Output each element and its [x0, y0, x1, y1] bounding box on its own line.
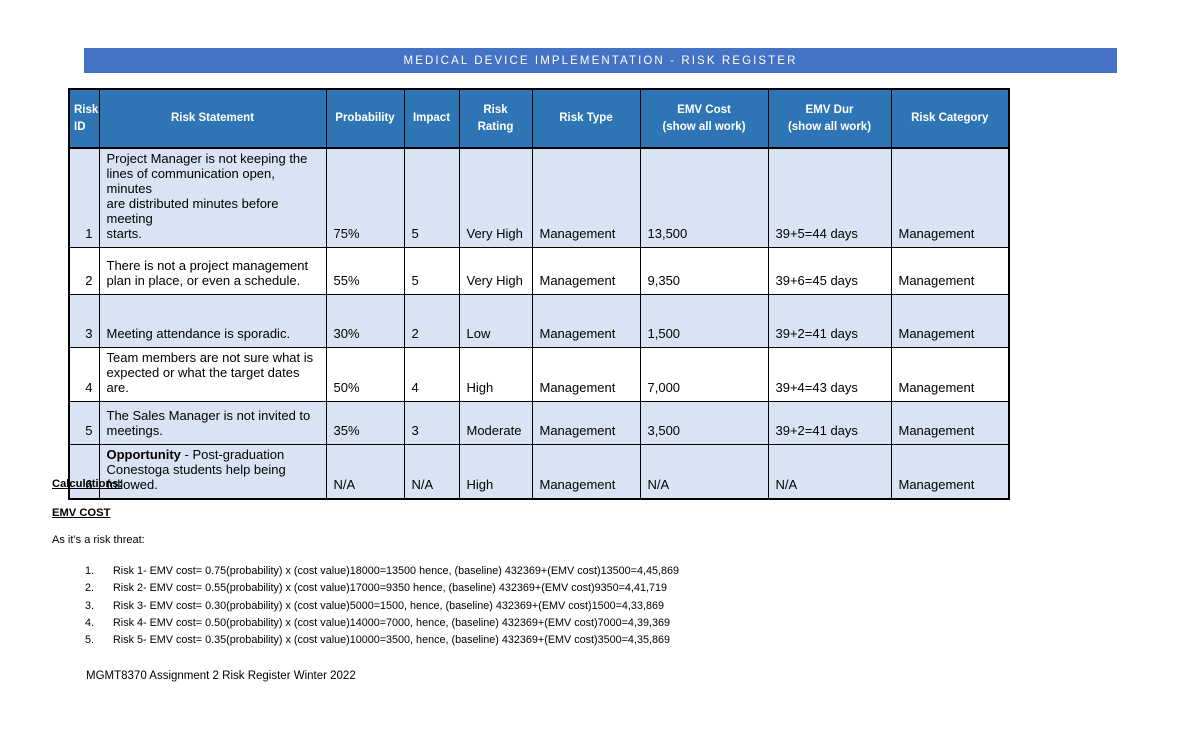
list-item-text: Risk 2- EMV cost= 0.55(probability) x (c…: [113, 582, 667, 595]
cell-risk-category: Management: [890, 147, 1010, 248]
column-header-emv-cost: EMV Cost (show all work): [639, 88, 769, 149]
risk-row-4: 4 Team members are not sure what is expec…: [68, 347, 1010, 402]
table-header-row: Risk ID Risk Statement Probability Impact Ri…: [68, 88, 1010, 149]
list-item-text: Risk 1- EMV cost= 0.75(probability) x (c…: [113, 565, 679, 577]
risk-row-6: 6 Opportunity - Post-graduation Conestoga…: [68, 444, 1010, 500]
cell-emv-dur: 39+2=41 days: [767, 401, 892, 445]
cell-impact: 3: [403, 401, 460, 445]
list-item-number: 5.: [85, 634, 95, 647]
cell-risk-statement: Team members are not sure what is expect…: [98, 347, 327, 402]
statement-bold-prefix: Opportunity: [106, 447, 181, 462]
cell-risk-statement: Opportunity - Post-graduation Conestoga …: [98, 444, 327, 500]
cell-probability: 75%: [325, 147, 405, 248]
cell-probability: N/A: [325, 444, 405, 500]
list-item-text: Risk 5- EMV cost= 0.35(probability) x (c…: [113, 634, 670, 647]
cell-emv-dur: 39+6=45 days: [767, 247, 892, 295]
cell-emv-cost: 3,500: [639, 401, 769, 445]
cell-impact: 5: [403, 147, 460, 248]
column-header-impact: Impact: [403, 88, 460, 149]
cell-risk-type: Management: [531, 147, 641, 248]
risk-row-1: 1 Project Manager is not keeping the line…: [68, 147, 1010, 248]
cell-emv-cost: N/A: [639, 444, 769, 500]
column-header-risk-statement: Risk Statement: [98, 88, 327, 149]
emv-cost-item-3: 3. Risk 3- EMV cost= 0.30(probability) x …: [52, 598, 679, 615]
cell-risk-id: 5: [68, 401, 100, 445]
cell-risk-rating: Moderate: [458, 401, 533, 445]
cell-emv-cost: 1,500: [639, 294, 769, 348]
calculations-section: Calculations: EMV COST As it’s a risk th…: [52, 477, 679, 649]
cell-emv-dur: 39+4=43 days: [767, 347, 892, 402]
emv-cost-item-1: 1. Risk 1- EMV cost= 0.75(probability) x …: [52, 563, 679, 580]
cell-risk-type: Management: [531, 347, 641, 402]
cell-emv-dur: 39+2=41 days: [767, 294, 892, 348]
calculations-intro: As it’s a risk threat:: [52, 534, 145, 546]
column-header-risk-rating: Risk Rating: [458, 88, 533, 149]
list-item-number: 3.: [85, 599, 95, 612]
emv-cost-heading: EMV COST: [52, 507, 111, 519]
cell-risk-type: Management: [531, 444, 641, 500]
column-header-risk-type: Risk Type: [531, 88, 641, 149]
list-item-text: Risk 4- EMV cost= 0.50(probability) x (c…: [113, 616, 670, 629]
cell-probability: 50%: [325, 347, 405, 402]
cell-impact: N/A: [403, 444, 460, 500]
cell-risk-category: Management: [890, 347, 1010, 402]
column-header-emv-dur: EMV Dur (show all work): [767, 88, 892, 149]
cell-risk-id: 4: [68, 347, 100, 402]
cell-emv-dur: 39+5=44 days: [767, 147, 892, 248]
cell-risk-statement: Meeting attendance is sporadic.: [98, 294, 327, 348]
list-item-number: 4.: [85, 616, 95, 629]
list-item-number: 1.: [85, 565, 95, 577]
cell-risk-rating: Very High: [458, 247, 533, 295]
cell-risk-rating: Very High: [458, 147, 533, 248]
risk-row-3: 3 Meeting attendance is sporadic. 30% 2 Low M…: [68, 294, 1010, 348]
cell-risk-category: Management: [890, 247, 1010, 295]
emv-cost-item-4: 4. Risk 4- EMV cost= 0.50(probability) x …: [52, 615, 679, 632]
document-footer: MGMT8370 Assignment 2 Risk Register Wint…: [86, 670, 356, 682]
cell-risk-category: Management: [890, 444, 1010, 500]
cell-probability: 55%: [325, 247, 405, 295]
cell-emv-dur: N/A: [767, 444, 892, 500]
cell-risk-type: Management: [531, 294, 641, 348]
list-item-text: Risk 3- EMV cost= 0.30(probability) x (c…: [113, 599, 664, 612]
emv-cost-list: 1. Risk 1- EMV cost= 0.75(probability) x …: [52, 563, 679, 649]
cell-risk-rating: High: [458, 347, 533, 402]
list-item-number: 2.: [85, 582, 95, 595]
cell-risk-category: Management: [890, 294, 1010, 348]
cell-risk-id: 3: [68, 294, 100, 348]
cell-risk-id: 2: [68, 247, 100, 295]
document-title: MEDICAL DEVICE IMPLEMENTATION - RISK REG…: [403, 54, 798, 67]
cell-risk-type: Management: [531, 247, 641, 295]
cell-risk-rating: Low: [458, 294, 533, 348]
risk-row-2: 2 There is not a project management plan …: [68, 247, 1010, 295]
emv-cost-item-2: 2. Risk 2- EMV cost= 0.55(probability) x …: [52, 580, 679, 597]
cell-emv-cost: 7,000: [639, 347, 769, 402]
column-header-probability: Probability: [325, 88, 405, 149]
cell-risk-type: Management: [531, 401, 641, 445]
cell-risk-category: Management: [890, 401, 1010, 445]
cell-impact: 4: [403, 347, 460, 402]
cell-risk-rating: High: [458, 444, 533, 500]
column-header-risk-category: Risk Category: [890, 88, 1010, 149]
cell-impact: 5: [403, 247, 460, 295]
cell-probability: 35%: [325, 401, 405, 445]
cell-risk-id: 6: [68, 444, 100, 500]
calculations-heading: Calculations:: [52, 478, 123, 490]
cell-emv-cost: 13,500: [639, 147, 769, 248]
cell-impact: 2: [403, 294, 460, 348]
cell-risk-id: 1: [68, 147, 100, 248]
column-header-risk-id: Risk ID: [68, 88, 100, 149]
risk-row-5: 5 The Sales Manager is not invited to mee…: [68, 401, 1010, 445]
cell-probability: 30%: [325, 294, 405, 348]
cell-risk-statement: There is not a project management plan i…: [98, 247, 327, 295]
cell-emv-cost: 9,350: [639, 247, 769, 295]
cell-risk-statement: The Sales Manager is not invited to meet…: [98, 401, 327, 445]
risk-register-table: Risk ID Risk Statement Probability Impact Ri…: [68, 88, 1010, 500]
document-title-banner: MEDICAL DEVICE IMPLEMENTATION - RISK REG…: [84, 48, 1117, 73]
emv-cost-item-5: 5. Risk 5- EMV cost= 0.35(probability) x …: [52, 632, 679, 649]
cell-risk-statement: Project Manager is not keeping the lines…: [98, 147, 327, 248]
